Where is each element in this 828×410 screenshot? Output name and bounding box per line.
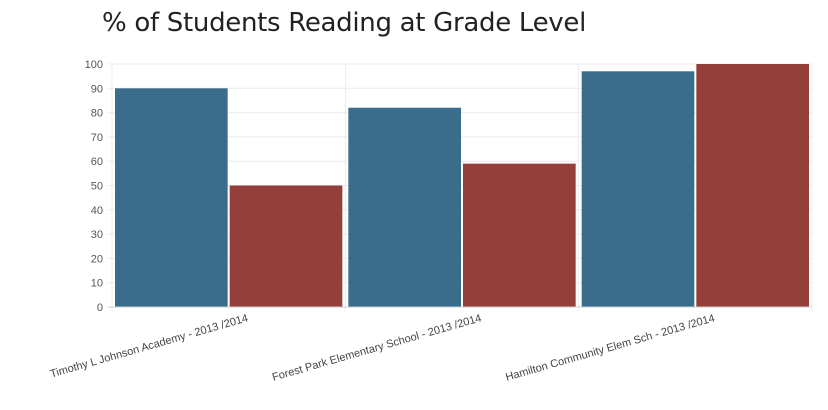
bar-series2-cat3[interactable]: [696, 64, 809, 307]
y-tick-label: 50: [91, 181, 103, 193]
y-tick-label: 100: [85, 59, 103, 71]
bar-series1-cat3[interactable]: [581, 71, 695, 307]
y-tick-label: 20: [91, 253, 103, 265]
chart-title: % of Students Reading at Grade Level: [102, 8, 587, 38]
x-axis-labels: Timothy L Johnson Academy - 2013 /2014 Fo…: [49, 312, 716, 383]
y-tick-label: 0: [97, 302, 103, 314]
y-tick-label: 30: [91, 229, 103, 241]
y-tick-label: 90: [91, 83, 103, 95]
bar-series2-cat2[interactable]: [463, 163, 576, 307]
y-tick-label: 80: [91, 108, 103, 120]
y-tick-label: 60: [91, 156, 103, 168]
bar-series2-cat1[interactable]: [229, 185, 343, 308]
x-category-label: Hamilton Community Elem Sch - 2013 /2014: [504, 312, 716, 383]
bar-series1-cat2[interactable]: [348, 107, 461, 308]
y-tick-label: 70: [91, 132, 103, 144]
y-axis-ticks: 0 10 20 30 40 50 60 70 80 90 100: [85, 59, 103, 314]
bars: [115, 64, 809, 308]
y-tick-label: 10: [91, 278, 103, 290]
x-category-label: Forest Park Elementary School - 2013 /20…: [271, 312, 483, 383]
bar-series1-cat1[interactable]: [115, 88, 228, 307]
x-category-label: Timothy L Johnson Academy - 2013 /2014: [49, 312, 250, 380]
y-tick-label: 40: [91, 205, 103, 217]
